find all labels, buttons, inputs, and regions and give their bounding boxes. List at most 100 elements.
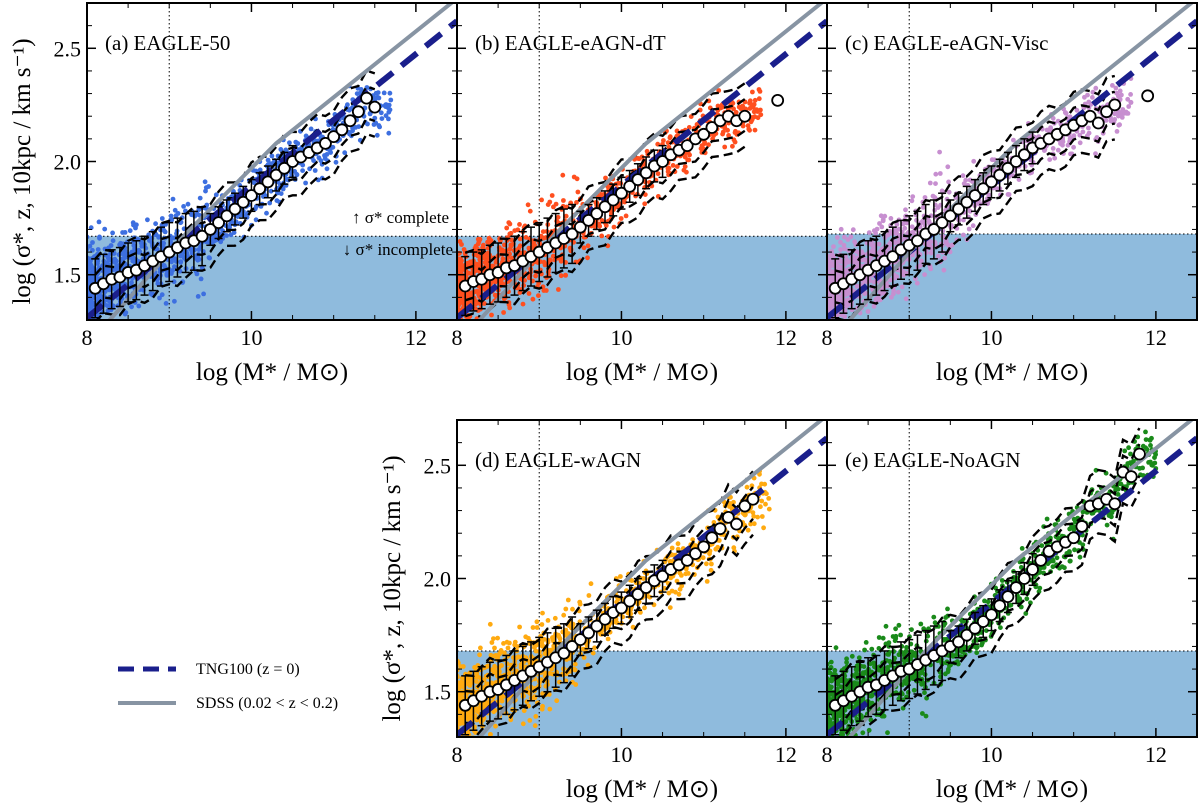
scatter-point — [170, 196, 176, 202]
median-marker — [220, 209, 234, 223]
x-axis-label: log (M* / M⊙) — [936, 359, 1088, 386]
x-tick-label: 12 — [775, 325, 797, 350]
median-marker — [1017, 148, 1031, 162]
scatter-point — [901, 272, 907, 278]
scatter-point — [574, 200, 579, 205]
scatter-point — [752, 127, 758, 133]
scatter-point — [492, 279, 498, 285]
scatter-point — [986, 192, 992, 198]
scatter-point — [1117, 122, 1122, 128]
scatter-point — [879, 224, 885, 230]
scatter-point — [473, 266, 479, 272]
median-marker — [1091, 116, 1105, 130]
scatter-point — [487, 621, 493, 627]
scatter-point — [547, 199, 553, 205]
scatter-point — [278, 191, 284, 197]
scatter-point — [909, 224, 915, 230]
scatter-point — [492, 292, 498, 298]
scatter-point — [1080, 129, 1086, 135]
scatter-point — [845, 237, 851, 243]
plot-area — [457, 3, 827, 320]
scatter-point — [495, 635, 500, 641]
median-marker — [195, 229, 209, 243]
scatter-point — [941, 267, 947, 273]
scatter-point — [704, 561, 709, 567]
scatter-point — [467, 752, 472, 757]
scatter-point — [829, 249, 834, 254]
scatter-point — [611, 224, 617, 230]
scatter-point — [129, 280, 134, 285]
median-marker — [985, 175, 998, 189]
scatter-point — [88, 299, 94, 305]
scatter-point — [202, 179, 208, 185]
scatter-point — [111, 285, 117, 291]
scatter-point — [386, 102, 392, 108]
scatter-point — [933, 171, 939, 177]
scatter-point — [376, 95, 382, 101]
scatter-point — [932, 195, 938, 200]
panel-title: (c) EAGLE-eAGN-Visc — [845, 31, 1048, 55]
scatter-point — [961, 181, 967, 187]
scatter-point — [477, 652, 482, 658]
scatter-point — [512, 228, 518, 234]
scatter-point — [831, 244, 836, 250]
scatter-point — [642, 201, 648, 207]
scatter-point — [716, 88, 722, 93]
scatter-point — [755, 514, 760, 520]
scatter-point — [732, 130, 738, 136]
scatter-point — [530, 625, 536, 630]
scatter-point — [131, 243, 137, 248]
scatter-point — [842, 246, 848, 252]
scatter-point — [675, 541, 681, 547]
x-tick-label: 8 — [82, 325, 93, 350]
scatter-point — [838, 247, 843, 252]
scatter-point — [555, 214, 561, 220]
scatter-point — [1055, 118, 1061, 124]
scatter-point — [356, 124, 362, 129]
scatter-point — [492, 708, 498, 713]
scatter-point — [477, 236, 483, 242]
scatter-point — [294, 172, 300, 178]
scatter-point — [457, 239, 463, 244]
scatter-point — [967, 208, 973, 214]
scatter-point — [933, 181, 938, 187]
scatter-point — [1090, 89, 1096, 95]
scatter-point — [1067, 136, 1073, 142]
scatter-point — [525, 202, 531, 208]
scatter-point — [888, 216, 894, 221]
scatter-point — [171, 279, 177, 285]
scatter-point — [198, 276, 204, 282]
scatter-point — [563, 272, 568, 278]
scatter-point — [1055, 147, 1061, 153]
scatter-point — [745, 123, 751, 129]
scatter-point — [458, 256, 463, 262]
scatter-point — [865, 309, 871, 314]
scatter-point — [733, 110, 739, 115]
x-axis-label: log (M* / M⊙) — [566, 359, 718, 386]
scatter-point — [852, 257, 858, 263]
y-tick-label: 2.5 — [54, 36, 82, 61]
scatter-point — [732, 139, 738, 145]
scatter-point — [561, 612, 567, 618]
scatter-point — [542, 651, 548, 656]
y-tick-label: 1.5 — [54, 263, 82, 288]
scatter-point — [112, 256, 118, 262]
scatter-point — [460, 684, 466, 689]
scatter-point — [533, 714, 539, 719]
scatter-point — [172, 207, 178, 213]
median-marker — [606, 193, 620, 207]
scatter-point — [711, 520, 717, 525]
scatter-point — [1047, 157, 1053, 163]
scatter-point — [532, 723, 538, 729]
scatter-point — [1022, 164, 1028, 169]
scatter-point — [757, 89, 763, 94]
scatter-point — [507, 305, 513, 311]
scatter-point — [759, 514, 765, 519]
scatter-point — [686, 157, 692, 163]
lower-outer-percentile-line — [464, 145, 746, 319]
scatter-point — [1093, 85, 1099, 91]
scatter-point — [599, 218, 605, 223]
scatter-point — [122, 230, 128, 235]
scatter-point — [889, 294, 894, 300]
